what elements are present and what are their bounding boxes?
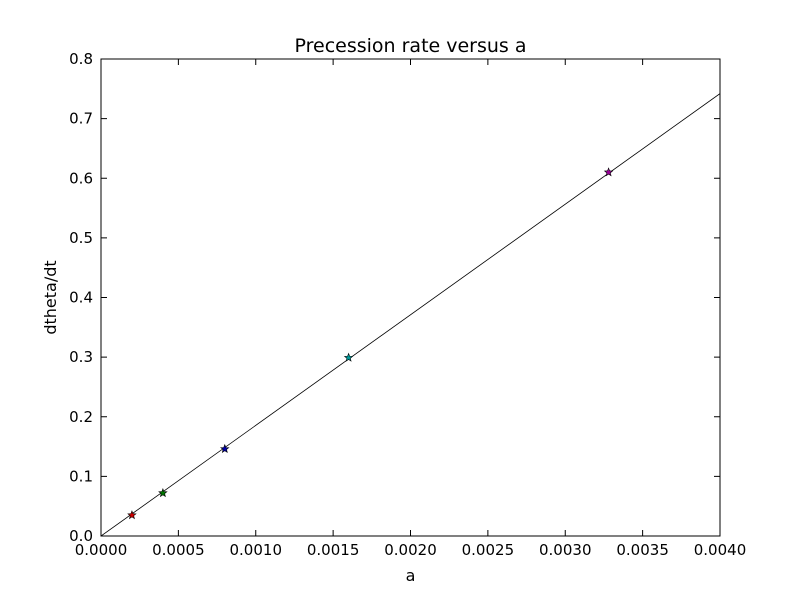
data-point [158,488,168,498]
y-tick-label: 0.3 [69,348,93,366]
x-tick-label: 0.0030 [539,541,592,559]
data-point [127,510,137,520]
x-tick-label: 0.0010 [230,541,283,559]
plot-frame [100,58,721,537]
x-tick-label: 0.0005 [152,541,205,559]
data-point [603,167,614,177]
data-point [343,352,354,362]
y-tick-label: 0.8 [69,50,93,68]
y-tick-label: 0.7 [69,110,93,128]
x-tick-label: 0.0020 [384,541,437,559]
x-tick-label: 0.0035 [616,541,669,559]
y-tick-label: 0.5 [69,229,93,247]
y-tick-label: 0.4 [69,289,93,307]
x-tick-label: 0.0025 [462,541,515,559]
plot-area [101,59,720,536]
x-tick-label: 0.0040 [694,541,747,559]
y-tick-label: 0.0 [69,527,93,545]
fit-line [101,93,720,536]
chart-title: Precession rate versus a [294,35,526,57]
y-tick-label: 0.6 [69,169,93,187]
data-point [220,443,230,454]
x-axis-label: a [406,566,416,585]
x-tick-label: 0.0000 [75,541,128,559]
y-tick-label: 0.2 [69,408,93,426]
y-tick-label: 0.1 [69,467,93,485]
y-axis-label: dtheta/dt [41,260,60,334]
x-tick-label: 0.0015 [307,541,360,559]
